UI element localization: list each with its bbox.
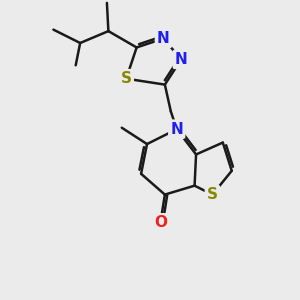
Text: S: S [121, 71, 132, 86]
Text: N: N [157, 31, 170, 46]
Text: O: O [154, 215, 167, 230]
Text: N: N [170, 122, 183, 137]
Text: N: N [175, 52, 188, 67]
Text: S: S [207, 187, 218, 202]
